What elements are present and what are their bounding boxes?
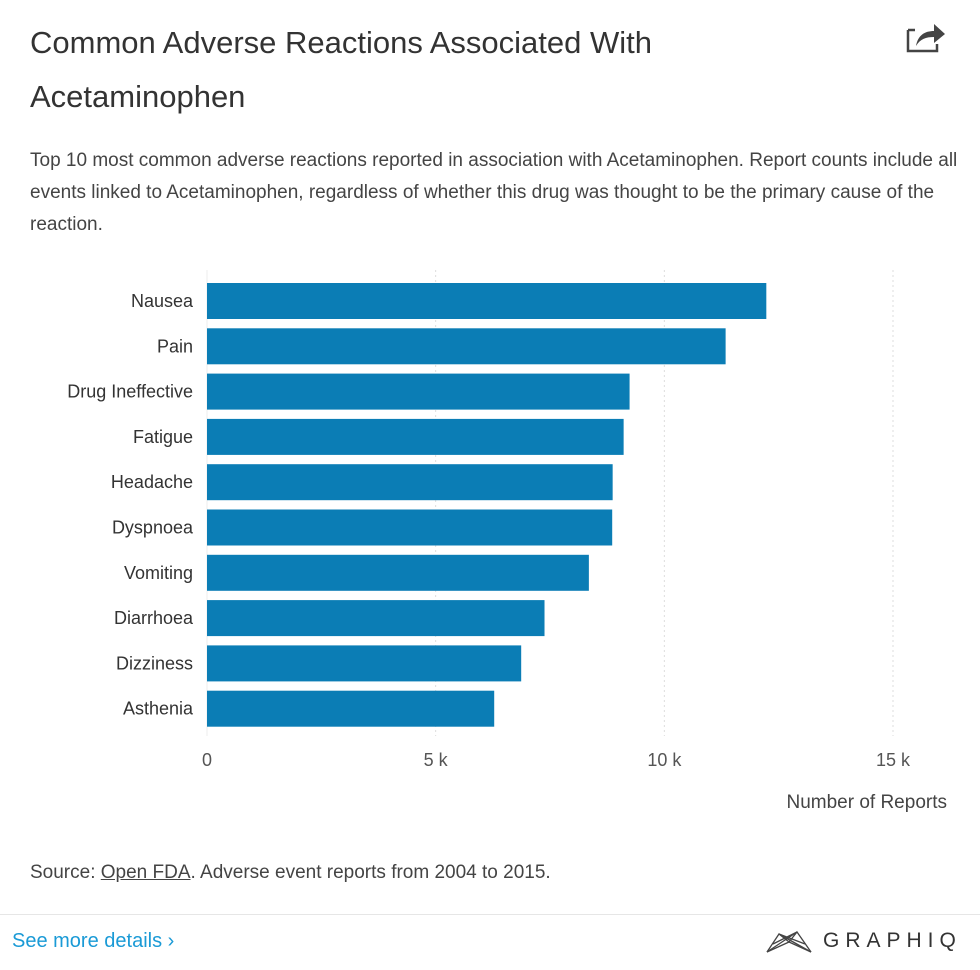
x-tick-label: 10 k <box>647 750 682 770</box>
bar-asthenia <box>207 690 495 727</box>
source-prefix: Source: <box>30 862 101 883</box>
share-icon[interactable] <box>905 20 947 54</box>
footer-divider <box>0 914 980 915</box>
bar-drug-ineffective <box>207 373 630 410</box>
chart-description: Top 10 most common adverse reactions rep… <box>30 150 958 235</box>
category-label: Drug Ineffective <box>67 382 193 402</box>
bar-chart: 0 5 k 10 k 15 k Nausea Pain Drug Ineffective Fa… <box>67 270 947 813</box>
source-note: Source: Open FDA. Adverse event reports … <box>30 862 551 884</box>
category-label: Asthenia <box>123 699 194 719</box>
category-label: Diarrhoea <box>114 608 194 628</box>
bar-fatigue <box>207 418 624 455</box>
bar-diarrhoea <box>207 600 545 637</box>
bar-headache <box>207 464 613 501</box>
bar-dizziness <box>207 645 522 682</box>
bar-pain <box>207 328 726 365</box>
category-label: Headache <box>111 472 193 492</box>
x-tick-label: 15 k <box>876 750 911 770</box>
category-label: Pain <box>157 336 193 356</box>
category-label: Vomiting <box>124 563 193 583</box>
category-label: Nausea <box>131 291 194 311</box>
see-more-details-link[interactable]: See more details › <box>12 930 175 952</box>
graphiq-logo[interactable]: GRAPHIQ <box>765 928 962 954</box>
bar-nausea <box>207 283 767 319</box>
x-axis-title: Number of Reports <box>786 792 947 813</box>
graphiq-mountain-icon <box>766 930 812 953</box>
category-label: Fatigue <box>133 427 193 447</box>
x-tick-label: 5 k <box>424 750 449 770</box>
bar-dyspnoea <box>207 509 613 546</box>
source-link[interactable]: Open FDA <box>100 862 191 883</box>
bar-vomiting <box>207 554 589 591</box>
x-tick-label: 0 <box>202 750 212 770</box>
chart-title: Common Adverse Reactions Associated With… <box>30 25 652 114</box>
source-suffix: . Adverse event reports from 2004 to 201… <box>190 862 551 883</box>
logo-text: GRAPHIQ <box>823 929 962 952</box>
category-label: Dizziness <box>116 653 193 673</box>
category-label: Dyspnoea <box>112 518 194 538</box>
